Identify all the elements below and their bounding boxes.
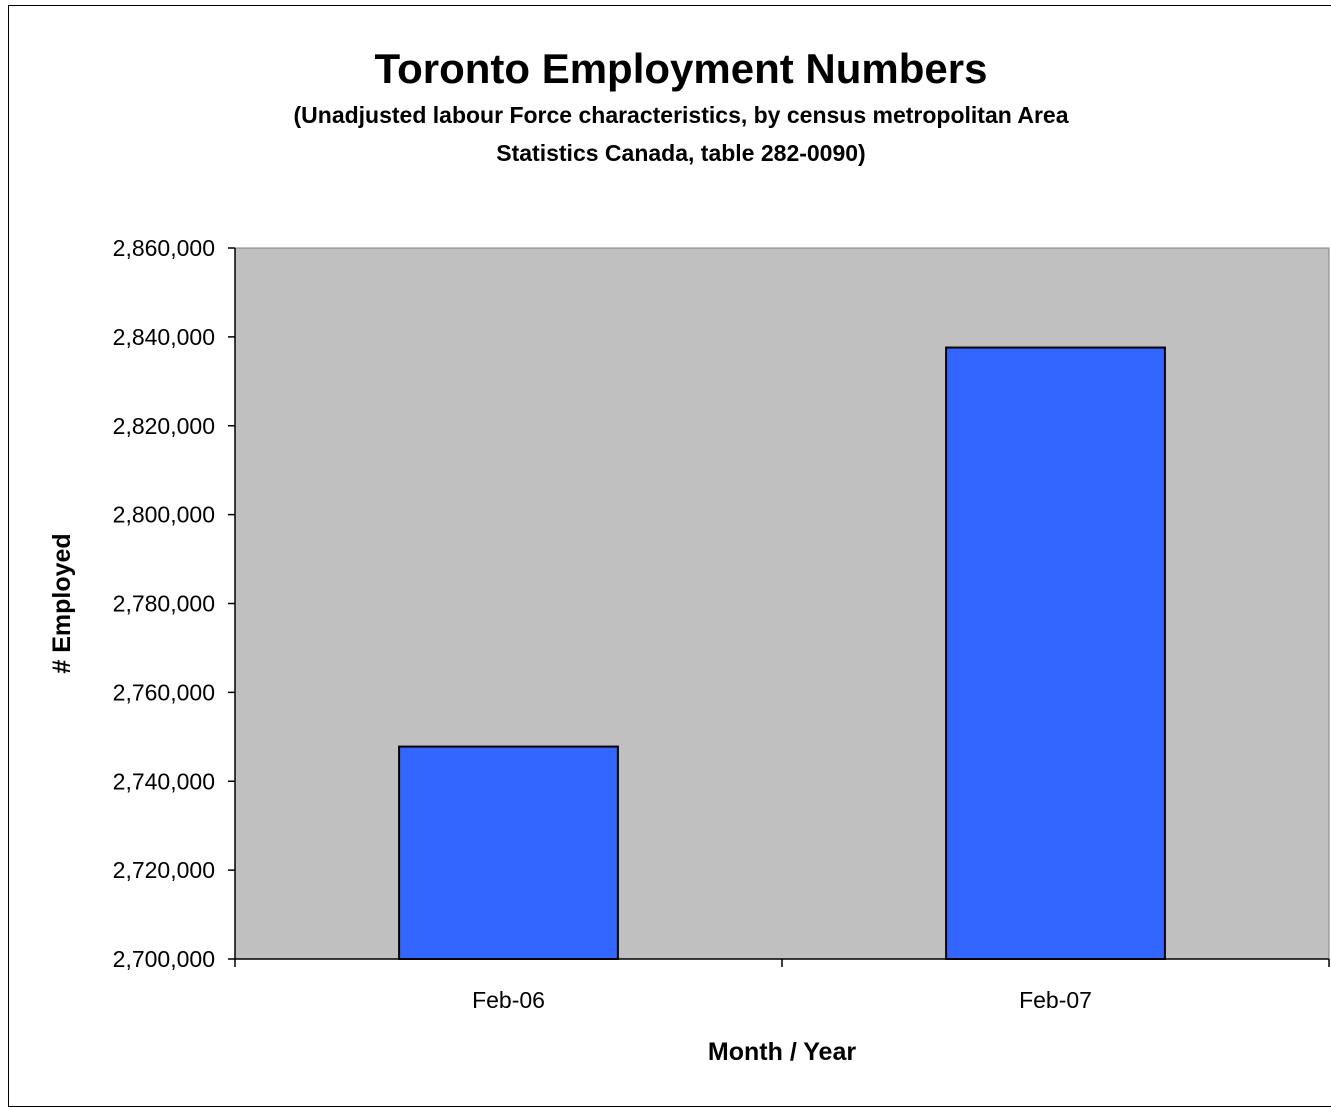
y-tick-label: 2,780,000 [113, 591, 215, 617]
y-tick-label: 2,760,000 [113, 679, 215, 705]
y-axis-title: # Employed [48, 533, 76, 673]
chart-title: Toronto Employment Numbers [374, 45, 988, 92]
y-tick-label: 2,860,000 [113, 235, 215, 261]
bar-feb-07 [945, 346, 1166, 961]
x-tick-label: Feb-07 [1019, 987, 1092, 1013]
x-axis: Feb-06 Feb-07 [234, 958, 1330, 1013]
y-tick-label: 2,800,000 [113, 502, 215, 528]
bar-feb-06 [398, 745, 619, 960]
y-tick-label: 2,700,000 [113, 946, 215, 972]
chart-subtitle-line-2: Statistics Canada, table 282-0090) [496, 140, 866, 166]
x-tick-label: Feb-06 [472, 987, 545, 1013]
y-tick-label: 2,820,000 [113, 413, 215, 439]
bars [398, 346, 1166, 961]
y-axis: 2,700,000 2,720,000 2,740,000 2,760,000 2,78… [113, 235, 236, 972]
x-axis-title: Month / Year [708, 1038, 856, 1066]
y-tick-label: 2,720,000 [113, 857, 215, 883]
chart-subtitle-line-1: (Unadjusted labour Force characteristics… [293, 102, 1069, 128]
y-tick-label: 2,740,000 [113, 768, 215, 794]
y-tick-label: 2,840,000 [113, 324, 215, 350]
